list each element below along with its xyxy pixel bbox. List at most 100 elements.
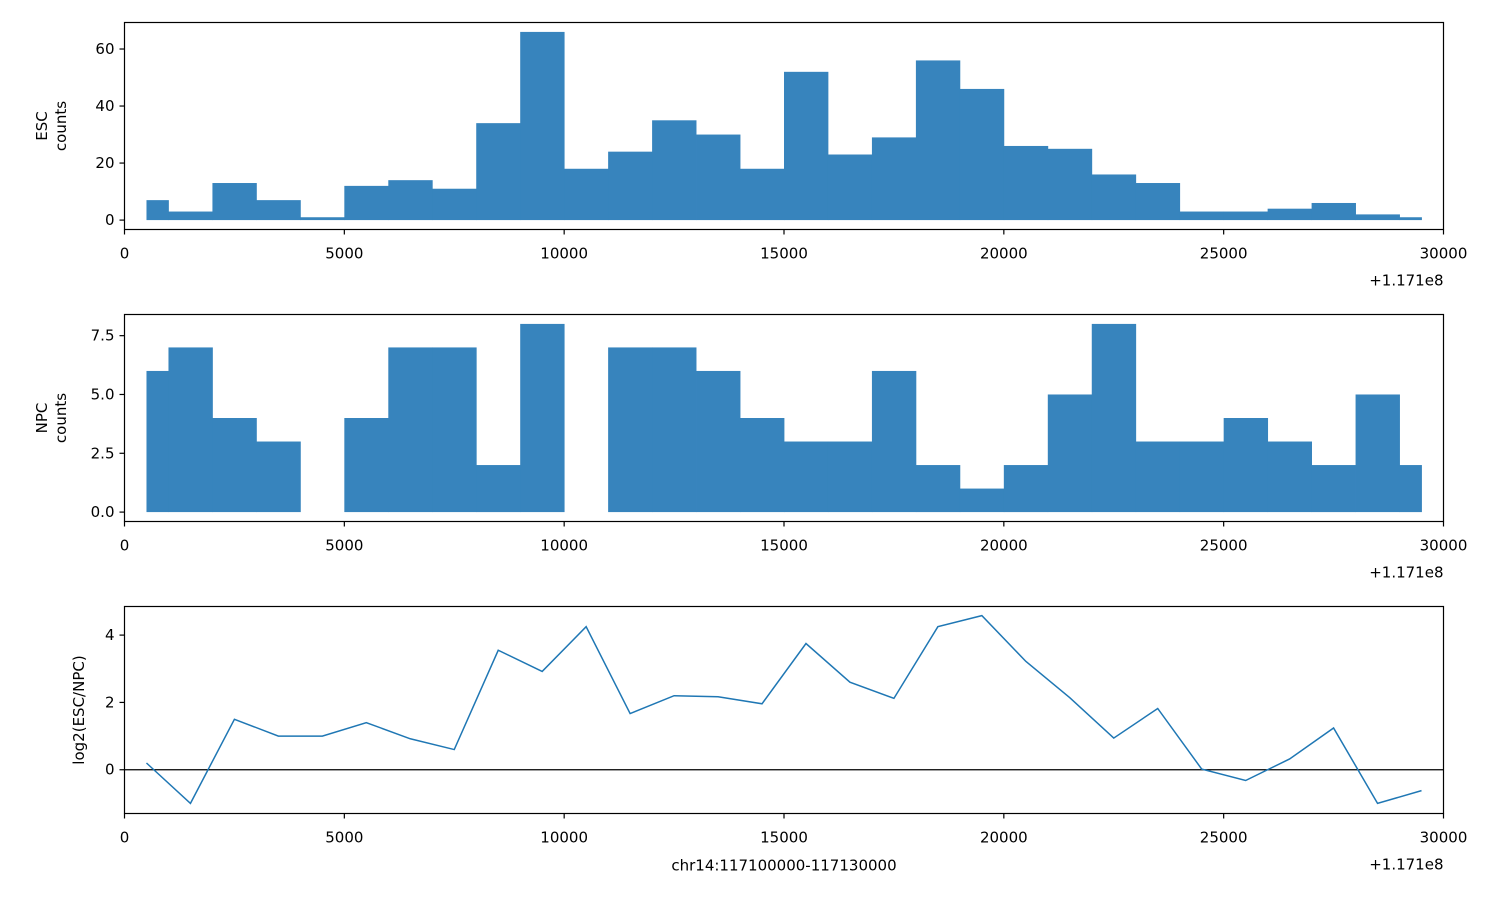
bar [300,217,345,221]
bar [1399,217,1422,221]
series-line [145,614,1422,805]
y-axis-label: counts [52,101,70,151]
x-tick-label: 30000 [1420,537,1468,555]
y-tick-label: 7.5 [91,327,115,345]
bar [1047,394,1093,513]
bar [740,168,785,221]
bar [1047,148,1093,221]
x-tick-label: 25000 [1200,537,1248,555]
bar [168,211,213,221]
bar [1267,441,1312,513]
x-tick-label: 30000 [1420,245,1468,263]
bar [520,323,565,513]
x-tick-label: 5000 [325,537,363,555]
bar [1311,202,1356,221]
chart-panel-2: 0 5000 10000 15000 20000 25000 30000 +1.171e8 0.… [33,313,1468,582]
y-tick-label: 2.5 [91,444,115,462]
bar [827,441,873,513]
bar [608,347,653,513]
bar [1355,214,1400,221]
bar [1091,174,1137,221]
bar [1267,208,1312,221]
bar [212,418,257,513]
chart-panel-3: 0 5000 10000 15000 20000 25000 30000 +1.171e8 0 2… [70,605,1468,875]
x-tick-label: 20000 [980,829,1028,847]
x-offset-label: +1.171e8 [1369,564,1443,582]
y-axis-label: NPC [33,403,51,434]
bar [696,370,741,513]
bar [1223,418,1269,513]
bar [388,180,433,221]
bar [564,168,609,221]
y-tick-label: 60 [95,40,114,58]
bar [344,185,389,221]
y-tick-label: 4 [105,626,115,644]
bar [168,347,213,513]
bar [915,465,961,513]
x-tick-label: 10000 [540,245,588,263]
bar [1003,145,1049,221]
bar [1091,323,1137,513]
bar [1399,465,1422,513]
y-tick-label: 0 [105,761,115,779]
bar [388,347,433,513]
bar [652,347,697,513]
x-tick-label: 25000 [1200,245,1248,263]
y-axis-label: ESC [33,111,51,140]
x-axis-label: chr14:117100000-117130000 [671,857,896,875]
x-tick-label: 20000 [980,245,1028,263]
bar [146,370,169,513]
bar [696,134,741,221]
x-tick-label: 0 [120,245,130,263]
bar [256,441,301,513]
bar [256,200,301,221]
chart-panel-1: 0 5000 10000 15000 20000 25000 30000 +1.171e8 0 2… [33,21,1468,290]
x-tick-label: 30000 [1420,829,1468,847]
bar [432,347,477,513]
bar [476,465,521,513]
bar [740,418,785,513]
axes-frame [123,605,1445,815]
x-tick-label: 10000 [540,829,588,847]
bar [476,123,521,221]
y-tick-label: 20 [95,154,114,172]
bar [520,31,565,221]
x-tick-label: 20000 [980,537,1028,555]
x-offset-label: +1.171e8 [1369,272,1443,290]
bar [871,370,917,513]
x-tick-label: 15000 [760,245,808,263]
bar [784,441,829,513]
y-axis-label: counts [52,393,70,443]
y-tick-label: 40 [95,97,114,115]
y-tick-label: 0.0 [91,503,115,521]
bar [959,488,1005,513]
bar [1355,394,1400,513]
x-tick-label: 5000 [325,245,363,263]
bar [432,188,477,221]
bar [344,418,389,513]
bar [1179,441,1225,513]
x-tick-label: 5000 [325,829,363,847]
bar [959,88,1005,221]
bar [871,137,917,221]
x-tick-label: 0 [120,537,130,555]
bar [827,154,873,221]
bar [212,183,257,221]
bar [915,60,961,221]
bar [1223,211,1269,221]
x-offset-label: +1.171e8 [1369,856,1443,874]
x-tick-label: 15000 [760,537,808,555]
y-axis-label: log2(ESC/NPC) [70,655,88,764]
bar [608,151,653,221]
x-tick-label: 25000 [1200,829,1248,847]
bar [1135,183,1181,221]
bar [784,71,829,221]
bar [652,120,697,221]
bar [1311,465,1356,513]
bar [1003,465,1049,513]
x-tick-label: 10000 [540,537,588,555]
x-tick-label: 0 [120,829,130,847]
bar [1135,441,1181,513]
x-tick-label: 15000 [760,829,808,847]
